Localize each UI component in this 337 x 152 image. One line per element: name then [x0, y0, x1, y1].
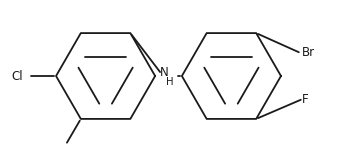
Text: F: F — [302, 93, 308, 106]
Text: H: H — [166, 77, 174, 87]
Text: N: N — [160, 66, 168, 79]
Text: Cl: Cl — [12, 69, 23, 83]
Text: Br: Br — [302, 46, 315, 59]
